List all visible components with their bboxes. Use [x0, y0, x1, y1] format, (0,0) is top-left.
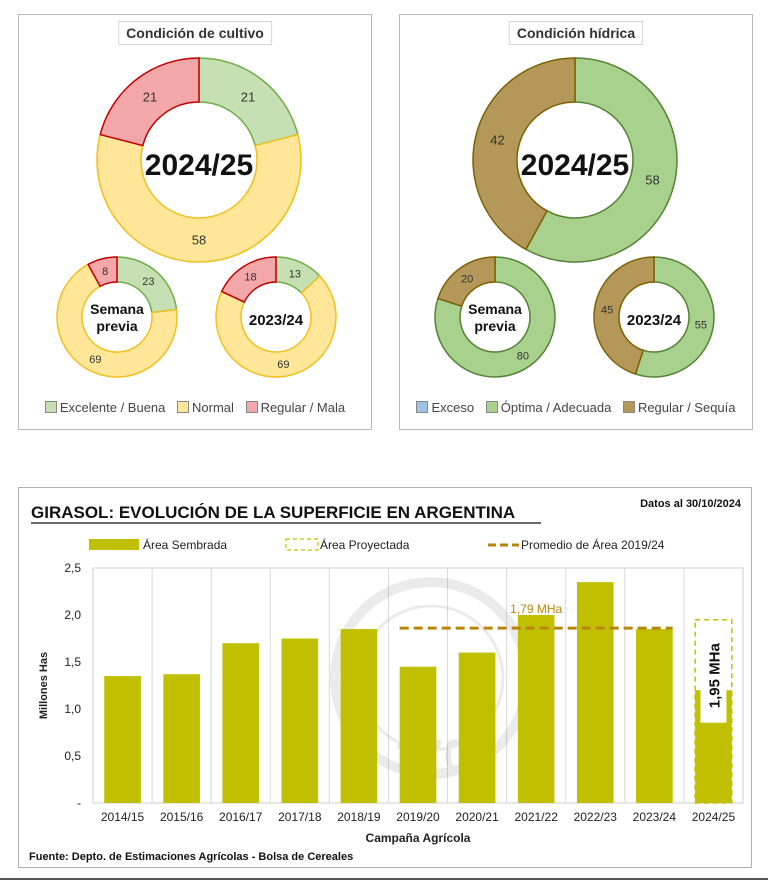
x-tick-label: 2024/25: [692, 810, 736, 824]
bar-2014-15: [104, 676, 141, 803]
donut-value-label: 69: [89, 354, 101, 366]
x-tick-label: 2017/18: [278, 810, 322, 824]
legend-swatch: [485, 401, 498, 413]
legend-item-sequia: Regular / Sequía: [622, 400, 736, 415]
y-tick-label: -: [77, 796, 81, 810]
sunflower-area-chart-panel: GIRASOL: EVOLUCIÓN DE LA SUPERFICIE EN A…: [18, 487, 752, 868]
x-tick-label: 2023/24: [633, 810, 677, 824]
legend-label-proyectada: Área Proyectada: [320, 537, 410, 552]
year-donut-label: 2023/24: [627, 312, 682, 329]
projected-label: 1,95 MHa: [706, 643, 723, 709]
donut-slice: [56, 263, 178, 378]
donut-slice: [434, 256, 556, 378]
donut-value-label: 13: [289, 268, 301, 280]
donut-value-label: 18: [244, 272, 256, 284]
crop-condition-legend: Excelente / Buena Normal Regular / Mala: [19, 400, 371, 415]
donut-value-label: 45: [601, 304, 613, 316]
legend-item-optima: Óptima / Adecuada: [485, 400, 611, 415]
water-condition-panel: Condición hídrica 58 42 2024/25 80 20 Semana p…: [399, 14, 753, 430]
donut-value-label: 42: [490, 133, 504, 148]
y-tick-label: 1,5: [64, 655, 81, 669]
x-tick-label: 2022/23: [574, 810, 618, 824]
legend-item-normal: Normal: [177, 400, 234, 415]
x-tick-label: 2018/19: [337, 810, 381, 824]
donut-value-label: 69: [277, 359, 289, 371]
chart-title: GIRASOL: EVOLUCIÓN DE LA SUPERFICIE EN A…: [31, 503, 515, 522]
prev-donut-label-2: previa: [96, 318, 137, 334]
prev-donut-label-2: previa: [474, 318, 515, 334]
bar-2016-17: [222, 643, 260, 803]
legend-swatch: [622, 401, 635, 413]
bar-2018-19: [340, 629, 378, 803]
x-tick-label: 2021/22: [514, 810, 558, 824]
donut-value-label: 8: [102, 266, 108, 278]
water-condition-legend: Exceso Óptima / Adecuada Regular / Sequí…: [400, 400, 752, 415]
bar-2017-18: [281, 638, 319, 803]
main-donut-label: 2024/25: [145, 149, 253, 182]
donut-slice: [524, 57, 678, 263]
bar-2022-23: [576, 582, 614, 803]
donut-value-label: 58: [645, 172, 659, 187]
date-note: Datos al 30/10/2024: [640, 498, 742, 510]
bar-2021-22: [517, 615, 555, 803]
legend-label-promedio: Promedio de Área 2019/24: [521, 537, 665, 552]
donut-slice: [99, 57, 200, 147]
donut-value-label: 21: [241, 89, 255, 104]
average-label: 1,79 MHa: [510, 602, 562, 616]
legend-swatch: [177, 401, 190, 413]
donut-slice: [593, 256, 655, 376]
crop-condition-title: Condición de cultivo: [118, 21, 272, 45]
x-tick-label: 2014/15: [101, 810, 145, 824]
source-note: Fuente: Depto. de Estimaciones Agrícolas…: [29, 851, 353, 863]
y-tick-label: 1,0: [64, 702, 81, 716]
donut-slice: [96, 133, 302, 263]
x-tick-label: 2020/21: [455, 810, 499, 824]
prev-donut-label-1: Semana: [90, 301, 144, 317]
x-tick-label: 2016/17: [219, 810, 263, 824]
donut-slice: [220, 256, 277, 304]
projected-label-bg: [700, 627, 727, 723]
legend-swatch: [44, 401, 57, 413]
bar-2019-20: [399, 666, 437, 803]
bar-2020-21: [458, 652, 496, 803]
donut-value-label: 55: [695, 319, 707, 331]
sunflower-area-chart: GIRASOL: EVOLUCIÓN DE LA SUPERFICIE EN A…: [29, 498, 744, 863]
bar-2015-16: [163, 674, 200, 803]
donut-value-label: 20: [461, 273, 473, 285]
year-donut-label: 2023/24: [249, 312, 304, 329]
x-axis-label: Campaña Agrícola: [366, 831, 471, 845]
bar-projected: [694, 618, 733, 804]
legend-swatch-proyectada: [285, 538, 319, 551]
y-tick-label: 0,5: [64, 749, 81, 763]
donut-value-label: 23: [142, 276, 154, 288]
legend-swatch: [245, 401, 258, 413]
prev-donut-label-1: Semana: [468, 301, 522, 317]
x-tick-label: 2015/16: [160, 810, 204, 824]
y-axis-label: Millones Has: [38, 652, 50, 719]
y-tick-label: 2,5: [64, 561, 81, 575]
donut-slice: [87, 256, 118, 288]
legend-item-exceso: Exceso: [416, 400, 474, 415]
donut-slice: [215, 274, 337, 378]
donut-slice: [634, 256, 715, 378]
water-condition-title: Condición hídrica: [508, 21, 644, 45]
donut-value-label: 21: [143, 89, 157, 104]
crop-condition-panel: Condición de cultivo 21 58 21 2024/25 23 69 8 S…: [18, 14, 372, 430]
bottom-divider: [0, 878, 768, 880]
donut-value-label: 58: [192, 233, 206, 248]
main-donut-label: 2024/25: [521, 149, 629, 182]
legend-item-regular: Regular / Mala: [245, 400, 345, 415]
x-tick-label: 2019/20: [396, 810, 440, 824]
y-tick-label: 2,0: [64, 608, 81, 622]
donut-value-label: 80: [517, 350, 529, 362]
legend-item-excelente: Excelente / Buena: [44, 400, 165, 415]
donut-slice: [436, 256, 496, 308]
bar-2023-24: [636, 629, 673, 803]
legend-swatch-sembrada: [89, 539, 139, 550]
legend-label-sembrada: Área Sembrada: [143, 537, 227, 552]
donut-slice: [472, 57, 576, 251]
legend-swatch: [416, 401, 429, 413]
